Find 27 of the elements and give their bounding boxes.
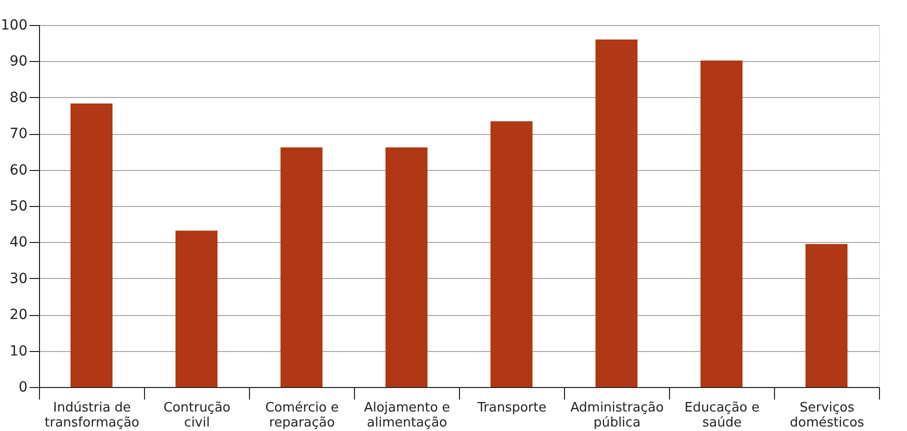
x-tick-label: Comércio e reparação xyxy=(265,400,339,430)
x-tick-label: Educação e saúde xyxy=(684,400,760,430)
y-tick-label: 100 xyxy=(0,18,28,34)
x-tick-label: Serviços domésticos xyxy=(790,400,864,430)
bar xyxy=(490,121,532,387)
y-tick-label: 10 xyxy=(10,343,28,360)
y-tick-label: 80 xyxy=(10,90,28,106)
x-tick-label: Alojamento e alimentação xyxy=(364,400,450,430)
y-tick-label: 20 xyxy=(10,307,28,324)
bar xyxy=(280,147,322,387)
bar xyxy=(596,39,638,387)
bar xyxy=(806,244,848,387)
y-tick-label: 70 xyxy=(10,126,28,142)
y-tick-label: 0 xyxy=(18,380,28,396)
y-tick-label: 60 xyxy=(10,162,28,178)
x-tick-label: Contrução civil xyxy=(163,400,231,430)
y-tick-label: 50 xyxy=(10,198,28,214)
x-tick-label: Administração pública xyxy=(570,400,664,430)
y-tick-label: 90 xyxy=(10,54,28,70)
x-tick-label: Indústria de transformação xyxy=(44,400,140,430)
bar xyxy=(700,60,742,387)
x-tick-label: Transporte xyxy=(476,400,546,416)
bar xyxy=(70,104,112,387)
bar xyxy=(176,230,218,387)
y-tick-label: 30 xyxy=(10,270,28,287)
y-tick-label: 40 xyxy=(10,234,28,251)
bar xyxy=(386,147,428,387)
